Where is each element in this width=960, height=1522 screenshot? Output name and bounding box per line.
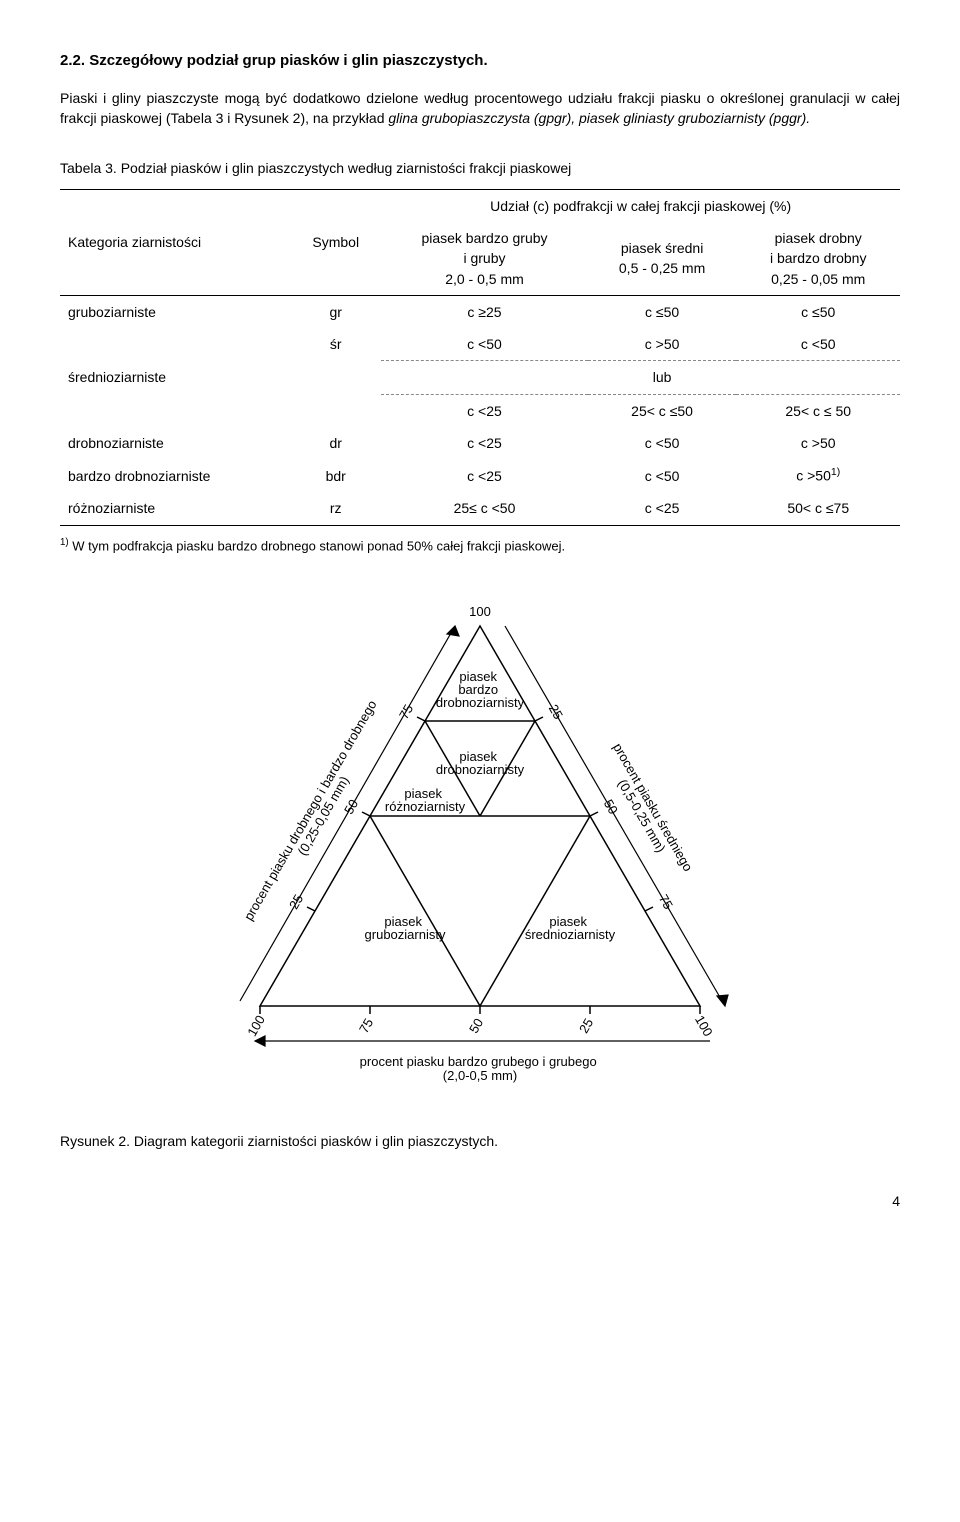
region-lower-right: piasek średnioziarnisty xyxy=(525,914,616,942)
cell-sym: bdr xyxy=(290,459,381,492)
th-col3-b: i bardzo drobny xyxy=(770,250,867,266)
cell-c2: 25< c ≤50 xyxy=(588,394,737,427)
th-superlabel: Udział (c) podfrakcji w całej frakcji pi… xyxy=(381,189,900,222)
cell-c3: c ≤50 xyxy=(736,295,900,328)
table-caption: Tabela 3. Podział piasków i glin piaszcz… xyxy=(60,158,900,178)
cell-c2: c >50 xyxy=(588,328,737,361)
tick-left-25: 25 xyxy=(286,891,306,911)
cell-sym: dr xyxy=(290,427,381,459)
th-col3: piasek drobny i bardzo drobny 0,25 - 0,0… xyxy=(736,222,900,295)
tick-right-75: 75 xyxy=(656,891,676,911)
table-row: bardzo drobnoziarniste bdr c <25 c <50 c… xyxy=(60,459,900,492)
table-row: średnioziarniste śr c <50 c >50 c <50 xyxy=(60,328,900,361)
th-symbol: Symbol xyxy=(290,189,381,295)
section-heading: 2.2. Szczegółowy podział grup piasków i … xyxy=(60,50,900,72)
cell-sym: gr xyxy=(290,295,381,328)
tick-bottom-50: 50 xyxy=(466,1015,486,1035)
cell-c1: c <25 xyxy=(381,459,587,492)
cell-sym: śr xyxy=(290,328,381,427)
region-top: piasek bardzo drobnoziarnisty xyxy=(436,669,525,710)
tick-right-25: 25 xyxy=(546,701,566,721)
cell-cat: drobnoziarniste xyxy=(60,427,290,459)
th-col1: piasek bardzo gruby i gruby 2,0 - 0,5 mm xyxy=(381,222,587,295)
th-col2: piasek średni 0,5 - 0,25 mm xyxy=(588,222,737,295)
tick-bottom-100l: 100 xyxy=(244,1012,268,1038)
para-italic: glina grubopiaszczysta (gpgr), piasek gl… xyxy=(388,110,810,126)
table-row: różnoziarniste rz 25≤ c <50 c <25 50< c … xyxy=(60,492,900,525)
cell-c1: c <25 xyxy=(381,394,587,427)
cell-c2: c ≤50 xyxy=(588,295,737,328)
tick-left-75: 75 xyxy=(396,701,416,721)
cell-c1: c ≥25 xyxy=(381,295,587,328)
intro-paragraph: Piaski i gliny piaszczyste mogą być doda… xyxy=(60,88,900,129)
cell-c2: c <50 xyxy=(588,427,737,459)
cell-c3: c <50 xyxy=(736,328,900,361)
grain-size-table: Kategoria ziarnistości Symbol Udział (c)… xyxy=(60,189,900,526)
region-mid-left: piasek różnoziarnisty xyxy=(385,786,466,814)
region-lower-left: piasek gruboziarnisty xyxy=(365,914,446,942)
cell-c2: c <25 xyxy=(588,492,737,525)
th-col1-a: piasek bardzo gruby xyxy=(421,230,547,246)
th-col1-c: 2,0 - 0,5 mm xyxy=(445,271,524,287)
section-number: 2.2. xyxy=(60,52,85,69)
cell-c3: c >50 xyxy=(736,427,900,459)
cell-c1: 25≤ c <50 xyxy=(381,492,587,525)
tick-left-50: 50 xyxy=(341,796,361,816)
tick-bottom-75: 75 xyxy=(356,1015,376,1035)
th-col1-b: i gruby xyxy=(463,250,505,266)
cell-c3: 25< c ≤ 50 xyxy=(736,394,900,427)
th-col3-c: 0,25 - 0,05 mm xyxy=(771,271,865,287)
ternary-diagram-wrap: 100 75 50 25 25 50 75 100 75 50 25 100 p… xyxy=(60,586,900,1111)
ternary-diagram: 100 75 50 25 25 50 75 100 75 50 25 100 p… xyxy=(170,586,790,1106)
cell-cat: bardzo drobnoziarniste xyxy=(60,459,290,492)
cell-c2: c <50 xyxy=(588,459,737,492)
cell-sym: rz xyxy=(290,492,381,525)
tick-right-50: 50 xyxy=(601,796,621,816)
cell-cat: różnoziarniste xyxy=(60,492,290,525)
cell-cat: średnioziarniste xyxy=(60,328,290,427)
cell-empty xyxy=(736,361,900,394)
figure-caption: Rysunek 2. Diagram kategorii ziarnistośc… xyxy=(60,1131,900,1151)
th-category: Kategoria ziarnistości xyxy=(60,189,290,295)
cell-c3: 50< c ≤75 xyxy=(736,492,900,525)
page-number: 4 xyxy=(60,1191,900,1211)
table-row: drobnoziarniste dr c <25 c <50 c >50 xyxy=(60,427,900,459)
table-row: gruboziarniste gr c ≥25 c ≤50 c ≤50 xyxy=(60,295,900,328)
table-footnote: 1) W tym podfrakcja piasku bardzo drobne… xyxy=(60,536,900,556)
tick-bottom-25: 25 xyxy=(576,1015,596,1035)
th-col3-a: piasek drobny xyxy=(775,230,862,246)
cell-c3: c >501) xyxy=(736,459,900,492)
tick-top: 100 xyxy=(469,604,491,619)
axis-bottom-label: procent piasku bardzo grubego i grubego … xyxy=(360,1054,601,1083)
th-col2-a: piasek średni xyxy=(621,240,704,256)
axis-left-label: procent piasku drobnego i bardzo drobneg… xyxy=(241,694,394,929)
cell-cat: gruboziarniste xyxy=(60,295,290,328)
cell-c1: c <25 xyxy=(381,427,587,459)
cell-lub: lub xyxy=(588,361,737,394)
cell-c1: c <50 xyxy=(381,328,587,361)
cell-empty xyxy=(381,361,587,394)
th-col2-b: 0,5 - 0,25 mm xyxy=(619,260,705,276)
region-upper-mid: piasek drobnoziarnisty xyxy=(436,749,525,777)
section-title-text: Szczegółowy podział grup piasków i glin … xyxy=(89,52,487,69)
tick-bottom-100r: 100 xyxy=(692,1012,716,1038)
